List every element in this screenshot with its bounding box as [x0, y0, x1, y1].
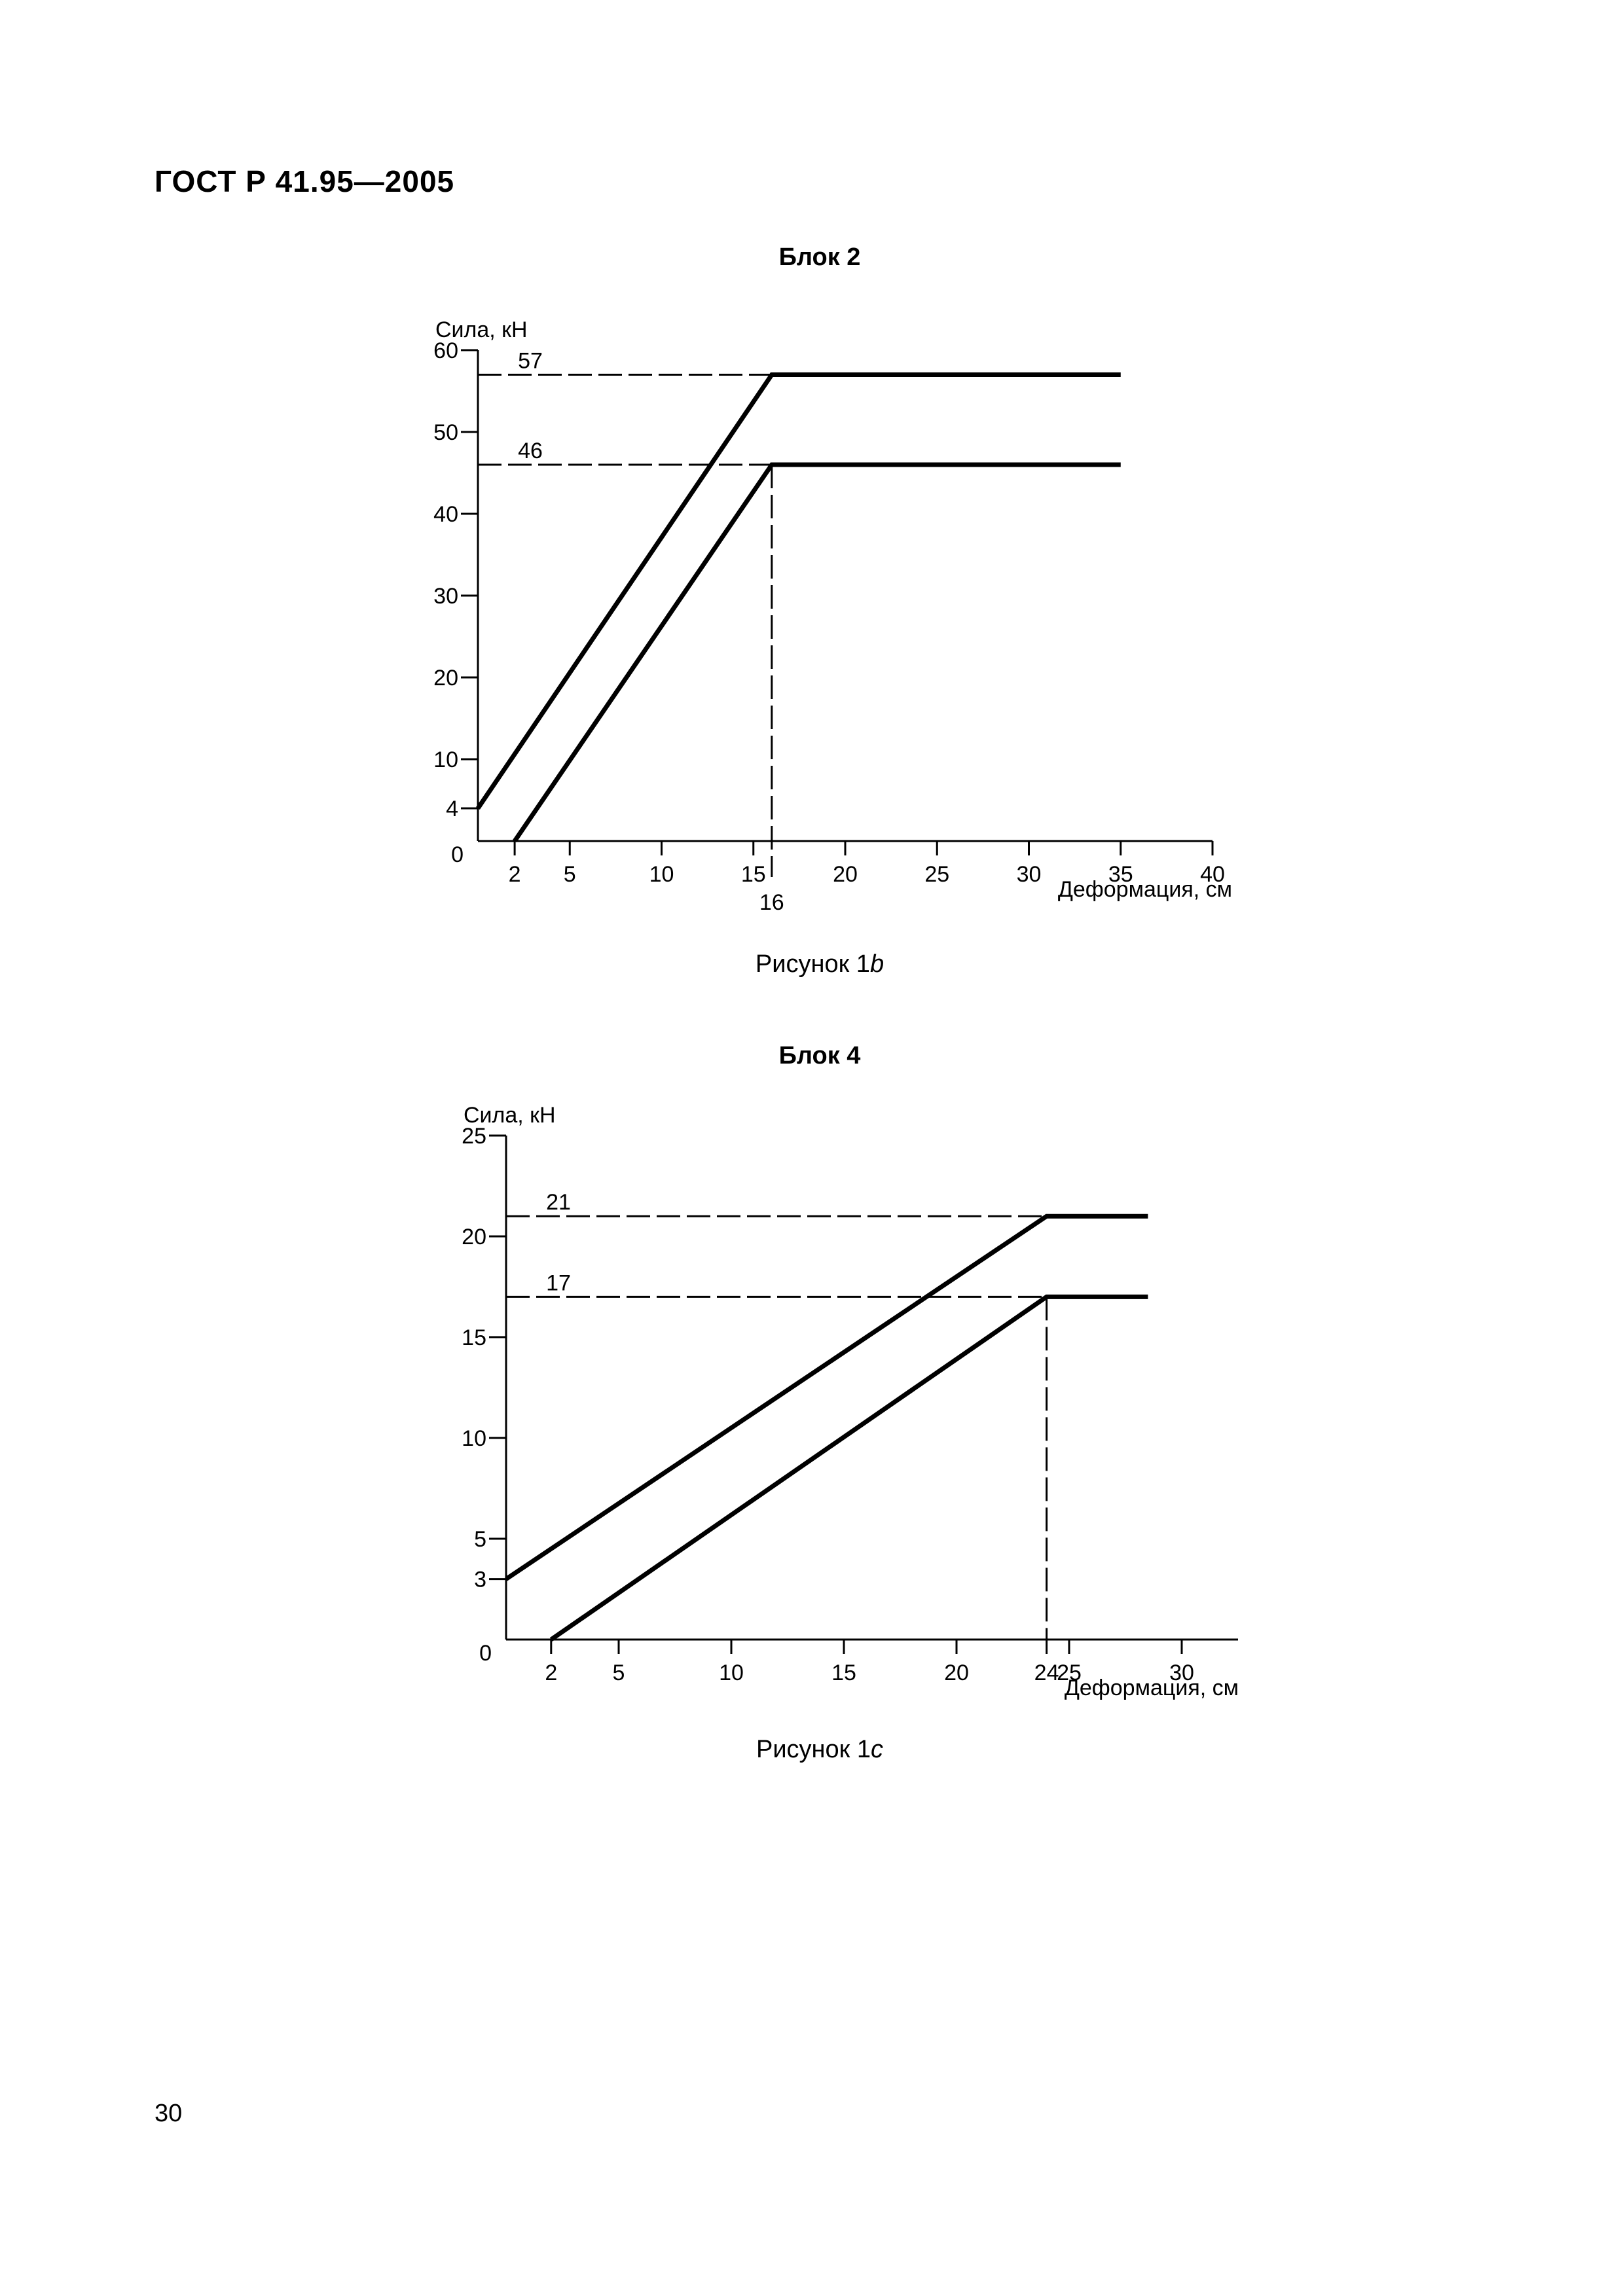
x-axis-label: Деформация, см — [1065, 1676, 1239, 1700]
origin-label: 0 — [451, 842, 464, 867]
x-tick-label-20: 20 — [944, 1660, 969, 1685]
y-axis-label: Сила, кН — [464, 1103, 556, 1128]
figure-caption: Рисунок 1b — [756, 950, 884, 978]
x-extra-label-16: 16 — [759, 890, 784, 915]
x-tick-label-2: 2 — [545, 1660, 557, 1685]
figure-caption-prefix: Рисунок 1 — [756, 950, 870, 978]
y-tick-label-20: 20 — [462, 1225, 486, 1249]
y-tick-label-20: 20 — [433, 666, 458, 691]
series-line-2 — [513, 462, 1121, 842]
reference-label-46: 46 — [518, 439, 543, 463]
x-tick-label-20: 20 — [833, 862, 858, 887]
chart-title: Блок 2 — [779, 243, 861, 271]
page-number: 30 — [155, 2100, 183, 2127]
y-tick-label-25: 25 — [462, 1124, 486, 1149]
x-tick-label-24: 24 — [1034, 1660, 1059, 1685]
y-tick-label-10: 10 — [433, 747, 458, 772]
figure-caption-prefix: Рисунок 1 — [756, 1736, 871, 1763]
figure-caption-suffix: b — [870, 950, 884, 978]
x-tick-label-25: 25 — [1057, 1660, 1082, 1685]
y-tick-label-60: 60 — [433, 338, 458, 363]
origin-label: 0 — [479, 1641, 492, 1666]
x-tick-label-5: 5 — [613, 1660, 625, 1685]
x-tick-label-2: 2 — [509, 862, 521, 887]
y-tick-label-40: 40 — [433, 502, 458, 527]
x-tick-label-40: 40 — [1200, 862, 1225, 887]
series-line-1 — [505, 1213, 1148, 1581]
y-tick-label-10: 10 — [462, 1426, 486, 1451]
x-tick-label-15: 15 — [831, 1660, 856, 1685]
x-tick-label-10: 10 — [719, 1660, 744, 1685]
x-axis-label: Деформация, см — [1058, 877, 1232, 902]
reference-label-17: 17 — [546, 1270, 571, 1295]
chart-title: Блок 4 — [779, 1042, 861, 1069]
series-line-2 — [549, 1294, 1148, 1641]
x-tick-label-15: 15 — [741, 862, 766, 887]
y-tick-label-4: 4 — [446, 797, 458, 821]
y-tick-label-15: 15 — [462, 1325, 486, 1350]
x-tick-label-25: 25 — [924, 862, 949, 887]
y-tick-label-30: 30 — [433, 584, 458, 609]
y-tick-label-50: 50 — [433, 420, 458, 445]
x-tick-label-30: 30 — [1169, 1660, 1194, 1685]
reference-label-21: 21 — [546, 1190, 571, 1215]
reference-label-57: 57 — [518, 349, 543, 374]
x-tick-label-35: 35 — [1108, 862, 1133, 887]
series-line-1 — [476, 372, 1121, 810]
y-tick-label-3: 3 — [474, 1568, 486, 1592]
y-tick-label-5: 5 — [474, 1527, 486, 1552]
x-tick-label-5: 5 — [564, 862, 576, 887]
standard-designation: ГОСТ Р 41.95—2005 — [155, 164, 455, 198]
x-tick-label-10: 10 — [649, 862, 674, 887]
x-tick-label-30: 30 — [1017, 862, 1042, 887]
figure-caption-suffix: c — [871, 1736, 883, 1763]
y-axis-label: Сила, кН — [435, 317, 528, 342]
figure-caption: Рисунок 1c — [756, 1736, 883, 1763]
